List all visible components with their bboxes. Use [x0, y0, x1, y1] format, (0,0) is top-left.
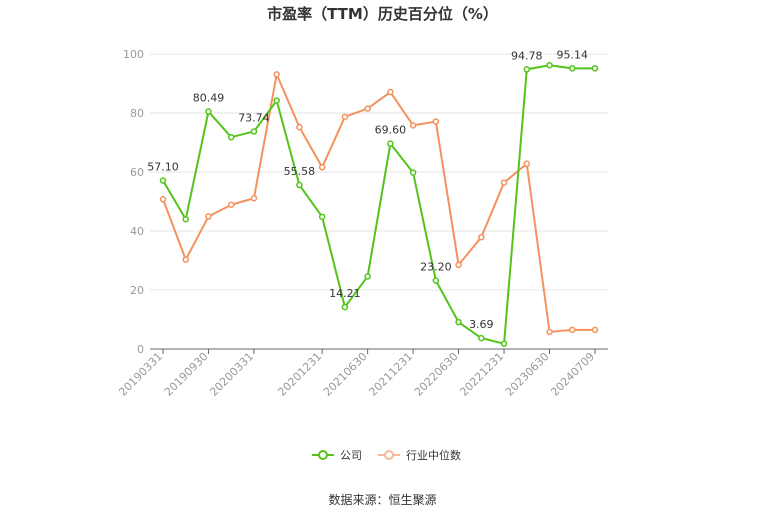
company-data-label: 80.49 — [193, 92, 225, 105]
industry-point — [500, 179, 508, 186]
company-data-label: 95.14 — [557, 48, 589, 61]
company-point — [591, 65, 599, 72]
industry-point — [182, 256, 189, 263]
x-tick-label: 20230630 — [503, 350, 552, 399]
legend-label-industry: 行业中位数 — [406, 449, 461, 462]
company-point — [159, 177, 167, 184]
industry-point — [455, 261, 462, 269]
company-data-label: 23.20 — [420, 261, 452, 274]
company-data-label: 69.60 — [375, 124, 407, 137]
chart-title: 市盈率（TTM）历史百分位（%） — [267, 5, 498, 23]
industry-point — [273, 71, 280, 78]
series — [159, 61, 599, 347]
legend-label-company: 公司 — [340, 449, 362, 462]
x-tick-label: 20190930 — [162, 350, 211, 399]
company-point — [182, 215, 189, 223]
legend-item-company[interactable]: 公司 — [312, 447, 362, 463]
company-point — [250, 128, 258, 135]
x-tick-label: 20200331 — [207, 350, 256, 399]
y-tick-label: 0 — [137, 343, 144, 356]
x-tick-label: 20240709 — [548, 350, 597, 399]
industry-point — [250, 195, 258, 202]
company-point — [523, 66, 531, 73]
x-tick-label: 20201231 — [275, 350, 324, 399]
company-data-label: 57.10 — [147, 161, 179, 174]
x-tick-label: 20210630 — [321, 350, 370, 399]
company-point — [478, 334, 485, 342]
company-point — [273, 97, 280, 104]
company-point — [546, 61, 553, 69]
industry-point — [478, 233, 485, 241]
company-point — [341, 303, 349, 311]
company-point — [296, 181, 303, 189]
legend-item-industry-median[interactable]: 行业中位数 — [378, 447, 461, 463]
company-data-label: 55.58 — [284, 165, 316, 178]
x-tick-label: 20190331 — [116, 350, 165, 399]
y-tick-label: 80 — [130, 107, 144, 120]
industry-point — [387, 88, 394, 96]
company-point — [409, 169, 417, 176]
industry-median-line — [162, 73, 595, 333]
industry-point — [159, 195, 167, 203]
industry-point — [409, 122, 417, 129]
company-point — [500, 340, 508, 347]
y-tick-label: 40 — [130, 225, 144, 238]
industry-point — [591, 326, 599, 334]
company-point — [364, 273, 371, 280]
industry-point — [341, 113, 349, 121]
company-point — [432, 277, 440, 284]
company-data-label: 94.78 — [511, 49, 543, 62]
company-point — [205, 108, 212, 115]
y-tick-label: 60 — [130, 166, 144, 179]
company-data-label: 3.69 — [469, 318, 494, 331]
company-point — [387, 140, 394, 147]
industry-point — [546, 328, 553, 336]
company-point — [227, 133, 235, 141]
industry-point — [205, 213, 212, 220]
industry-point — [569, 326, 576, 334]
company-point — [569, 65, 576, 72]
company-data-label: 14.21 — [329, 287, 361, 300]
x-tick-label: 20221231 — [457, 350, 506, 399]
industry-point — [296, 123, 303, 131]
legend: 公司 行业中位数 — [312, 447, 461, 463]
industry-point — [523, 160, 531, 167]
y-tick-label: 100 — [123, 48, 144, 61]
data-labels: 57.10 80.49 73.74 55.58 14.21 69.60 23.20 3.69 9… — [147, 48, 588, 331]
industry-point — [227, 201, 235, 208]
industry-point — [364, 105, 371, 112]
x-tick-label: 20220630 — [412, 350, 461, 399]
industry-point — [432, 118, 440, 125]
company-point — [318, 213, 326, 221]
source-note: 数据来源：恒生聚源 — [328, 493, 437, 507]
legend-industry-marker — [378, 450, 400, 460]
y-tick-label: 20 — [130, 284, 144, 297]
company-data-label: 73.74 — [238, 111, 270, 124]
company-point — [455, 318, 462, 326]
company-line — [162, 64, 595, 345]
x-tick-label: 20211231 — [366, 350, 415, 399]
industry-point — [318, 164, 326, 171]
legend-company-marker — [312, 450, 334, 460]
grid — [150, 53, 608, 291]
